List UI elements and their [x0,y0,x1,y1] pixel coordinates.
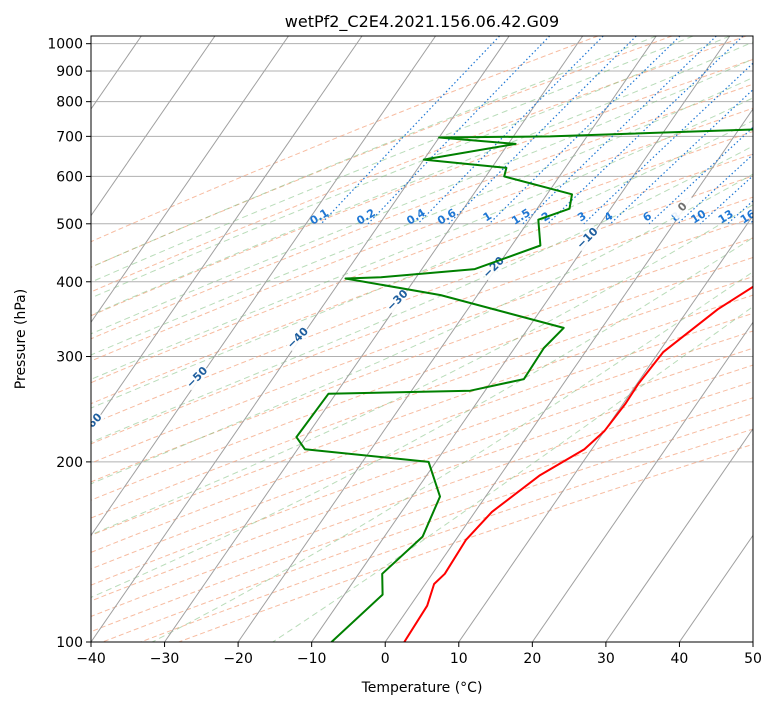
chart-title: wetPf2_C2E4.2021.156.06.42.G09 [285,12,559,32]
moist-adiabat-line [91,204,753,536]
mixing-ratio-line [522,36,717,225]
dry-adiabat-line [91,217,753,464]
x-tick-label: −20 [223,651,253,667]
moist-adiabat-line [91,173,753,485]
dry-adiabat-line [91,175,753,425]
dry-adiabat-line [91,83,753,340]
isotherm-line [91,36,216,217]
temperature-line [403,285,753,642]
isotherm-label: −30 [384,287,411,314]
isotherm-line [679,534,753,642]
mixing-ratio-line [609,88,753,225]
profile-lines [295,128,753,642]
y-tick-label: 1000 [47,37,83,53]
x-tick-label: −40 [76,651,106,667]
x-tick-label: 0 [381,651,390,667]
x-tick-label: 50 [744,651,762,667]
isotherm-label-bg [384,287,411,314]
dry-adiabat-line [91,237,753,483]
isotherm-line [91,36,436,537]
isotherm-label-bg [284,324,311,352]
y-tick-label: 700 [56,129,83,145]
dry-adiabat-line [91,397,753,633]
mixing-ratio-line [583,62,753,225]
mixing-ratio-line [320,36,501,225]
y-tick-label: 200 [56,455,83,471]
y-tick-label: 900 [56,64,83,80]
y-tick-label: 800 [56,95,83,111]
y-tick-label: 600 [56,169,83,185]
dry-adiabat-line [91,276,753,519]
isotherm-line [605,427,753,642]
isotherm-line [458,214,753,642]
isotherm-label-bg [574,225,601,252]
moist-adiabat-line [91,76,753,356]
dry-adiabat-line [91,256,753,501]
dry-adiabat-line [91,196,753,445]
isotherm-line [531,321,753,642]
dry-adiabat-line [91,36,747,293]
x-tick-label: −10 [297,651,327,667]
dry-adiabat-line [91,36,673,268]
y-tick-label: 300 [56,350,83,366]
isotherm-line [91,36,363,430]
mixing-ratio-line [448,36,637,225]
mixing-ratio-line [488,36,681,225]
moist-adiabat-line [91,36,657,268]
isotherm-label-bg [183,364,211,391]
moist-adiabat-line [91,58,753,335]
mixing-ratio-line [367,36,551,225]
isotherm-line [311,36,731,642]
x-tick-label: −30 [150,651,180,667]
x-axis-label: Temperature (°C) [361,680,483,696]
isotherm-label: 0 [669,193,696,221]
isotherm-label-bg [669,193,696,221]
isotherm-line [384,108,753,642]
isotherm-line [91,36,289,324]
y-tick-label: 400 [56,275,83,291]
dry-adiabat-line [91,107,753,362]
y-tick-label: 100 [56,635,83,651]
x-tick-label: 10 [450,651,468,667]
moist-adiabat-line [91,36,694,283]
axis-ticks: −40 −30 −20 −10 0 10 20 30 40 50 100 200 300 400 500 60… [47,37,762,667]
y-axis-label: Pressure (hPa) [13,289,29,389]
mixing-ratio-line [677,153,753,225]
mixing-ratio-line [417,36,604,225]
x-tick-label: 20 [523,651,541,667]
isotherm-line [237,36,657,642]
dewpoint-line [295,128,753,642]
y-tick-label: 500 [56,217,83,233]
x-tick-label: 40 [671,651,689,667]
plot-frame [90,35,754,643]
mixing-ratio-label: 16 [738,207,758,226]
x-tick-label: 30 [597,651,615,667]
